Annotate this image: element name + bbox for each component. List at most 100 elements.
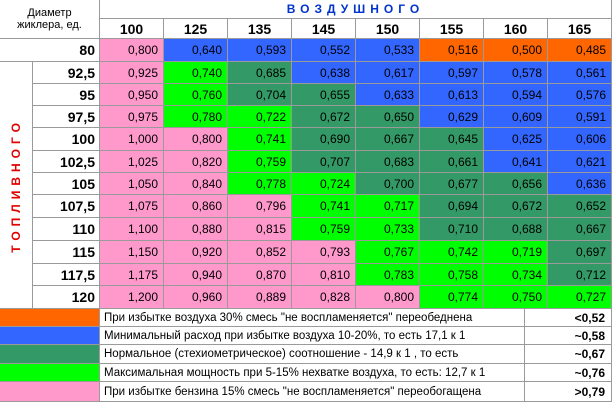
- fuel-size-label: 80: [0, 39, 100, 62]
- ratio-cell: 0,800: [100, 39, 164, 62]
- ratio-cell: 0,609: [484, 106, 548, 128]
- ratio-cell: 1,075: [100, 195, 164, 218]
- legend-text: Минимальный расход при избытке воздуха 1…: [100, 327, 525, 345]
- ratio-cell: 0,710: [420, 218, 484, 241]
- ratio-cell: 0,741: [292, 195, 356, 218]
- ratio-cell: 0,719: [484, 241, 548, 264]
- ratio-cell: 0,578: [484, 62, 548, 84]
- ratio-cell: 0,652: [548, 195, 612, 218]
- legend-swatch: [0, 382, 100, 402]
- ratio-cell: 0,533: [356, 39, 420, 62]
- fuel-size-label: 102,5: [33, 151, 100, 173]
- ratio-cell: 0,852: [228, 241, 292, 264]
- legend-text: Максимальная мощность при 5-15% нехватке…: [100, 364, 525, 382]
- legend-text: При избытке бензина 15% смесь "не воспла…: [100, 382, 525, 402]
- ratio-cell: 0,591: [548, 106, 612, 128]
- corner-label-line2: жиклера, ед.: [17, 19, 82, 31]
- ratio-cell: 0,516: [420, 39, 484, 62]
- ratio-cell: 0,828: [292, 286, 356, 309]
- ratio-cell: 0,606: [548, 128, 612, 151]
- ratio-cell: 0,645: [420, 128, 484, 151]
- ratio-cell: 0,960: [164, 286, 228, 309]
- ratio-cell: 0,778: [228, 173, 292, 195]
- ratio-cell: 0,576: [548, 84, 612, 106]
- ratio-cell: 0,697: [548, 241, 612, 264]
- ratio-cell: 0,500: [484, 39, 548, 62]
- ratio-cell: 1,175: [100, 264, 164, 286]
- legend-swatch: [0, 309, 100, 327]
- ratio-cell: 0,717: [356, 195, 420, 218]
- fuel-jet-title: ТОПЛИВНОГО: [0, 62, 33, 309]
- ratio-cell: 0,727: [548, 286, 612, 309]
- ratio-cell: 0,617: [356, 62, 420, 84]
- fuel-size-label: 95: [33, 84, 100, 106]
- ratio-cell: 0,640: [164, 39, 228, 62]
- ratio-cell: 0,621: [548, 151, 612, 173]
- legend-text: При избытке воздуха 30% смесь "не воспла…: [100, 309, 525, 327]
- ratio-cell: 0,950: [100, 84, 164, 106]
- legend-swatch: [0, 345, 100, 364]
- ratio-cell: 0,661: [420, 151, 484, 173]
- ratio-cell: 1,200: [100, 286, 164, 309]
- ratio-cell: 0,860: [164, 195, 228, 218]
- fuel-size-label: 105: [33, 173, 100, 195]
- air-size-header: 165: [548, 19, 612, 39]
- ratio-cell: 0,704: [228, 84, 292, 106]
- air-size-header: 155: [420, 19, 484, 39]
- ratio-cell: 0,667: [548, 218, 612, 241]
- legend-value: ~0,76: [525, 364, 612, 382]
- ratio-cell: 0,758: [420, 264, 484, 286]
- ratio-cell: 0,667: [356, 128, 420, 151]
- ratio-cell: 0,707: [292, 151, 356, 173]
- fuel-size-label: 107,5: [33, 195, 100, 218]
- ratio-cell: 1,000: [100, 128, 164, 151]
- ratio-cell: 0,925: [100, 62, 164, 84]
- ratio-cell: 0,741: [228, 128, 292, 151]
- ratio-cell: 0,552: [292, 39, 356, 62]
- ratio-cell: 0,920: [164, 241, 228, 264]
- air-size-header: 100: [100, 19, 164, 39]
- legend-text: Нормальное (стехиометрическое) соотношен…: [100, 345, 525, 364]
- ratio-cell: 0,759: [228, 151, 292, 173]
- ratio-cell: 0,633: [356, 84, 420, 106]
- ratio-cell: 0,656: [484, 173, 548, 195]
- ratio-cell: 0,800: [164, 128, 228, 151]
- air-size-header: 150: [356, 19, 420, 39]
- ratio-cell: 0,722: [228, 106, 292, 128]
- ratio-cell: 0,688: [484, 218, 548, 241]
- table-corner-header: Диаметр жиклера, ед.: [0, 0, 100, 39]
- ratio-cell: 0,815: [228, 218, 292, 241]
- air-jet-title: ВОЗДУШНОГО: [100, 0, 612, 19]
- ratio-cell: 0,796: [228, 195, 292, 218]
- ratio-cell: 0,780: [164, 106, 228, 128]
- ratio-cell: 0,734: [484, 264, 548, 286]
- ratio-cell: 0,975: [100, 106, 164, 128]
- ratio-cell: 0,742: [420, 241, 484, 264]
- ratio-cell: 1,025: [100, 151, 164, 173]
- ratio-cell: 0,820: [164, 151, 228, 173]
- legend-value: <0,52: [525, 309, 612, 327]
- fuel-size-label: 120: [33, 286, 100, 309]
- ratio-cell: 0,870: [228, 264, 292, 286]
- fuel-size-label: 110: [33, 218, 100, 241]
- ratio-cell: 0,638: [292, 62, 356, 84]
- ratio-cell: 0,650: [356, 106, 420, 128]
- fuel-size-label: 117,5: [33, 264, 100, 286]
- ratio-cell: 0,712: [548, 264, 612, 286]
- fuel-size-label: 100: [33, 128, 100, 151]
- ratio-cell: 0,740: [164, 62, 228, 84]
- ratio-cell: 0,793: [292, 241, 356, 264]
- air-size-header: 135: [228, 19, 292, 39]
- ratio-cell: 0,690: [292, 128, 356, 151]
- fuel-size-label: 92,5: [33, 62, 100, 84]
- ratio-cell: 0,594: [484, 84, 548, 106]
- fuel-jet-title-text: ТОПЛИВНОГО: [9, 117, 23, 253]
- ratio-cell: 0,625: [484, 128, 548, 151]
- ratio-cell: 0,655: [292, 84, 356, 106]
- air-size-header: 125: [164, 19, 228, 39]
- legend-swatch: [0, 327, 100, 345]
- ratio-cell: 0,561: [548, 62, 612, 84]
- ratio-cell: 0,940: [164, 264, 228, 286]
- ratio-cell: 0,694: [420, 195, 484, 218]
